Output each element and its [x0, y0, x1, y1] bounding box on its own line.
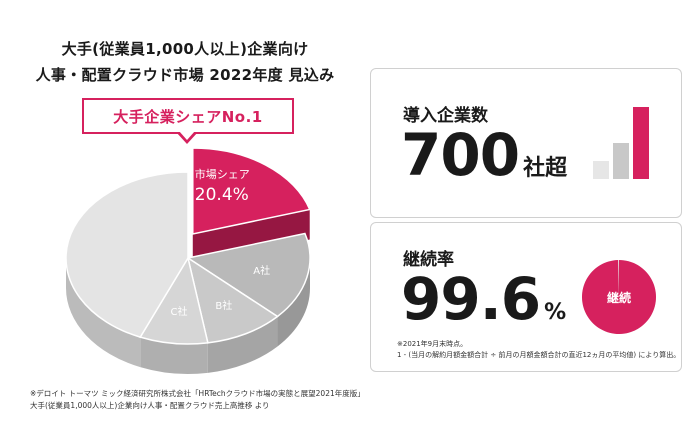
source-line1: ※デロイト トーマツ ミック経済研究所株式会社「HRTechクラウド市場の実態と…	[30, 389, 365, 398]
pie-label-2: B社	[215, 299, 232, 312]
retention-donut: 継続	[582, 260, 656, 334]
retention-card: 継続率 99.6% 継続 ※2021年9月末時点。 1 - (当月の解約月額金額…	[370, 222, 682, 372]
pie-value-label-0: 20.4%	[195, 185, 249, 205]
retention-note-2: 1 - (当月の解約月額金額合計 ÷ 前月の月額金額合計の直近12ヵ月の平均値)…	[397, 351, 681, 359]
pie-slice-4	[65, 171, 189, 339]
pie-label-0: 市場シェア	[195, 167, 250, 181]
retention-note-1: ※2021年9月末時点。	[397, 340, 468, 348]
badge-tail-inner	[179, 131, 195, 140]
growth-bar-1	[593, 161, 609, 179]
pie-chart: 市場シェア 20.4% A社 B社 C社	[65, 147, 311, 374]
companies-card: 導入企業数 700 社超	[370, 68, 682, 218]
companies-unit: 社超	[523, 156, 568, 181]
source-line2: 大手(従業員1,000人以上)企業向け人事・配置クラウド売上高推移 より	[30, 401, 270, 410]
retention-unit: %	[544, 300, 567, 325]
donut-arc	[582, 260, 656, 334]
retention-notes: ※2021年9月末時点。 1 - (当月の解約月額金額合計 ÷ 前月の月額金額合…	[397, 339, 680, 361]
chart-title-line2: 人事・配置クラウド市場 2022年度 見込み	[35, 66, 335, 84]
pie-side-2-0	[207, 316, 278, 373]
pie-slice-2	[186, 256, 279, 344]
companies-value: 700	[401, 121, 520, 189]
companies-figure: 700 社超	[401, 121, 567, 189]
pie-side-4-0	[66, 258, 141, 368]
source-note: ※デロイト トーマツ ミック経済研究所株式会社「HRTechクラウド市場の実態と…	[30, 388, 370, 412]
chart-title: 大手(従業員1,000人以上)企業向け 人事・配置クラウド市場 2022年度 見…	[20, 36, 350, 88]
pie-side-3-0	[140, 337, 208, 374]
share-badge: 大手企業シェアNo.1	[82, 98, 294, 134]
donut-label: 継続	[607, 290, 631, 305]
pie-side-1-0	[277, 258, 310, 347]
retention-label: 継続率	[403, 250, 454, 270]
pie-slice-1	[186, 232, 311, 318]
retention-figure: 99.6%	[401, 265, 566, 333]
growth-bar-2	[613, 143, 629, 179]
pie-label-1: A社	[253, 264, 270, 277]
growth-bar-3	[633, 107, 649, 179]
chart-title-line1: 大手(従業員1,000人以上)企業向け	[61, 40, 309, 58]
pie-label-3: C社	[170, 305, 187, 318]
companies-label: 導入企業数	[403, 106, 488, 126]
pie-slice-0	[192, 147, 311, 235]
retention-value: 99.6	[401, 265, 541, 333]
